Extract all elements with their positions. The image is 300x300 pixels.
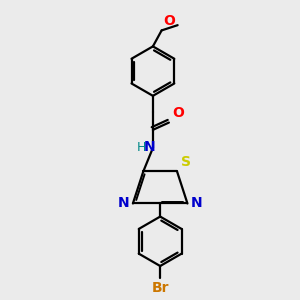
Text: N: N [191, 196, 203, 211]
Text: Br: Br [152, 280, 169, 295]
Text: O: O [172, 106, 184, 120]
Text: H: H [137, 141, 146, 154]
Text: S: S [181, 155, 191, 169]
Text: O: O [164, 14, 176, 28]
Text: N: N [144, 140, 156, 154]
Text: N: N [118, 196, 129, 211]
